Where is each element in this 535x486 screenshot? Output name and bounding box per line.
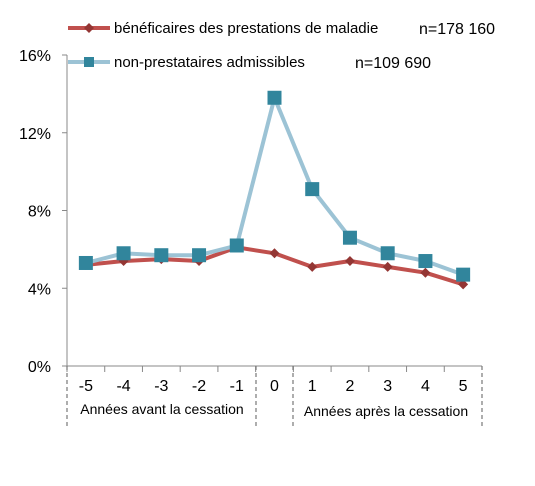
x-tick-label: 2 [346,378,355,395]
x-tick-label: -3 [154,378,168,395]
y-tick-label: 4% [28,281,51,298]
legend-entry-series-1: bénéficaires des prestations de maladie … [68,20,495,38]
series-2-point [342,230,357,245]
y-tick-labels: 0% 4% 8% 12% 16% [19,48,67,376]
series-layer [78,90,471,290]
x-tick-label: -1 [230,378,244,395]
series-1-point [420,267,431,278]
series-2-point [267,90,282,105]
series-2-point [380,246,395,261]
x-tick-label: 5 [459,378,468,395]
series-2-point [305,182,320,197]
x-tick-label: 1 [308,378,317,395]
series-2-point [154,248,169,263]
x-tick-label: 0 [270,378,279,395]
series-1-point [458,279,469,290]
series-2-point [78,255,93,270]
legend-entry-series-2: non-prestataires admissibles n=109 690 [68,54,431,72]
series-2 [78,90,471,282]
series-1-point [382,261,393,272]
series-2-point [116,246,131,261]
series-1-point [307,261,318,272]
series-2-point [456,267,471,282]
series-1 [80,242,469,290]
legend: bénéficaires des prestations de maladie … [68,20,495,72]
y-tick-label: 16% [19,48,51,65]
series-2-point [192,248,207,263]
x-tick-label: -2 [192,378,206,395]
y-tick-label: 12% [19,126,51,143]
legend-n-series-2: n=109 690 [355,55,431,72]
x-tick-label: -5 [79,378,93,395]
legend-label-series-1: bénéficaires des prestations de maladie [114,20,378,37]
legend-label-series-2: non-prestataires admissibles [114,54,305,71]
group-label-after: Années après la cessation [304,403,468,419]
y-tick-label: 8% [28,204,51,221]
y-tick-label: 0% [28,359,51,376]
series-2-line [85,95,464,277]
legend-n-series-1: n=178 160 [419,21,495,38]
series-2-point [418,254,433,269]
x-tick-label: 3 [383,378,392,395]
x-tick-label: 4 [421,378,430,395]
series-2-point [229,238,244,253]
x-tick-label: -4 [116,378,130,395]
group-label-before: Années avant la cessation [80,401,243,417]
x-tick-labels: -5 -4 -3 -2 -1 0 1 2 3 4 5 [66,366,468,395]
series-1-point [269,248,280,259]
group-separators: Années avant la cessation Années après l… [66,366,483,428]
series-1-point [344,256,355,267]
